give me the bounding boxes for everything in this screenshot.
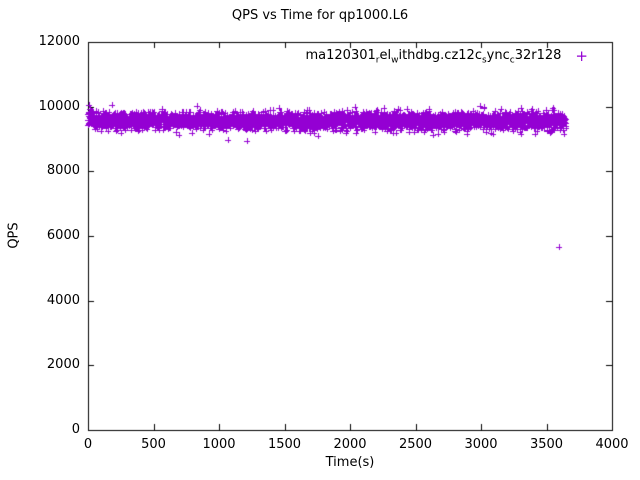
y-tick-label: 0 — [71, 422, 80, 437]
x-tick-label: 1000 — [202, 437, 236, 452]
legend: ma120301relwithdbg.cz12csyncc32r128 + — [306, 48, 589, 66]
x-tick-label: 3000 — [464, 437, 498, 452]
plus-marker-icon: + — [575, 47, 588, 66]
x-tick-label: 2000 — [333, 437, 367, 452]
y-tick-label: 12000 — [38, 34, 80, 49]
chart-title: QPS vs Time for qp1000.L6 — [231, 8, 409, 23]
x-tick-label: 4000 — [595, 437, 629, 452]
x-tick-label: 500 — [141, 437, 166, 452]
x-tick-label: 1500 — [267, 437, 302, 452]
legend-series-label: ma120301relwithdbg.cz12csyncc32r128 — [305, 48, 562, 66]
x-axis-label: Time(s) — [325, 455, 375, 470]
x-tick-label: 0 — [83, 437, 93, 452]
y-tick-label: 10000 — [38, 98, 80, 114]
x-tick-label: 3500 — [529, 437, 564, 452]
y-tick-label: 8000 — [46, 163, 80, 179]
y-tick-label: 2000 — [46, 357, 80, 373]
x-tick-label: 2500 — [398, 437, 433, 452]
y-tick-label: 4000 — [46, 292, 80, 308]
y-tick-label: 6000 — [46, 228, 80, 243]
